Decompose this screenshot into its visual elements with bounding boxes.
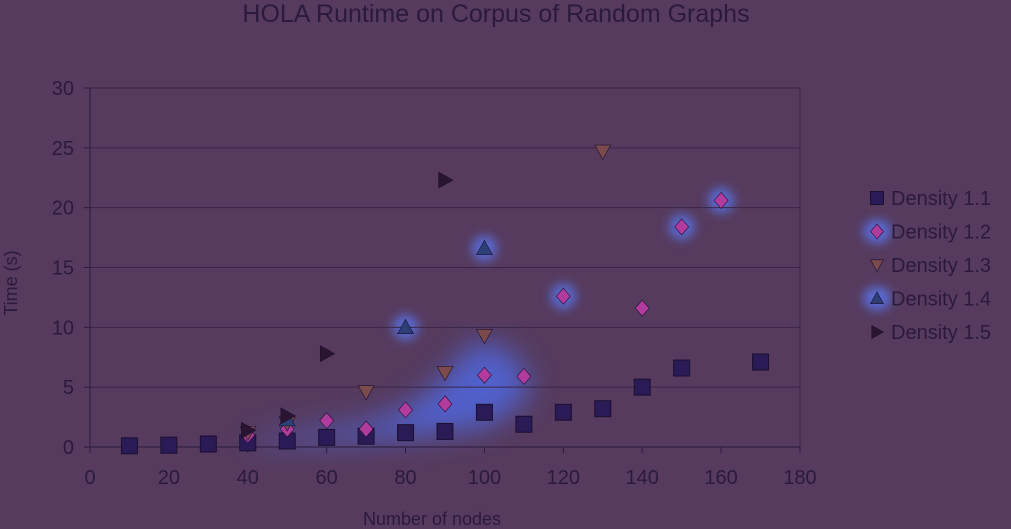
point-s3-3 [358,386,374,400]
x-tick-label-3: 60 [316,467,338,489]
x-axis-label: Number of nodes [363,509,501,529]
data-points [121,145,768,454]
point-s3-6 [595,145,611,159]
legend-label-3: Density 1.3 [891,255,991,277]
point-s1-3 [200,436,216,452]
legend-marker-5 [872,326,884,339]
x-tick-label-6: 120 [547,467,580,489]
chart-title: HOLA Runtime on Corpus of Random Graphs [242,0,749,28]
y-tick-label-2: 10 [52,317,74,339]
x-tick-label-5: 100 [468,467,501,489]
y-tick-label-6: 30 [52,78,74,100]
point-s1-1 [121,438,137,454]
y-tick-label-5: 25 [52,138,74,160]
y-tick-label-3: 15 [52,258,74,280]
y-tick-label-1: 5 [63,377,74,399]
y-axis-label: Time (s) [1,250,21,315]
point-s5-3 [320,346,334,362]
point-s1-15 [674,360,690,376]
x-tick-label-1: 20 [158,467,180,489]
legend-label-4: Density 1.4 [891,289,991,311]
y-tick-label-0: 0 [63,437,74,459]
point-s1-10 [476,404,492,420]
x-tick-label-8: 160 [704,467,737,489]
x-tick-label-9: 180 [783,467,816,489]
point-s1-2 [161,437,177,453]
legend-label-2: Density 1.2 [891,222,991,244]
point-s2-3 [320,413,334,429]
legend: Density 1.1 Density 1.2 Density 1.3 Density… [863,188,991,344]
y-tick-label-4: 20 [52,198,74,220]
point-s1-9 [437,423,453,439]
legend-label-1: Density 1.1 [891,188,991,210]
point-s2-10 [635,300,649,316]
point-s1-16 [753,354,769,370]
x-tick-label-2: 40 [237,467,259,489]
x-tick-label-0: 0 [84,467,95,489]
gridlines [90,88,800,387]
legend-marker-3 [871,260,884,272]
legend-marker-1 [871,192,884,205]
point-s1-12 [555,404,571,420]
x-tick-label-4: 80 [394,467,416,489]
point-s3-5 [476,329,492,343]
point-s1-8 [398,425,414,441]
point-s5-4 [439,172,453,188]
point-s1-14 [634,379,650,395]
point-s1-11 [516,416,532,432]
legend-label-5: Density 1.5 [891,322,991,344]
point-s1-13 [595,401,611,417]
x-tick-label-7: 140 [626,467,659,489]
point-s1-6 [319,429,335,445]
